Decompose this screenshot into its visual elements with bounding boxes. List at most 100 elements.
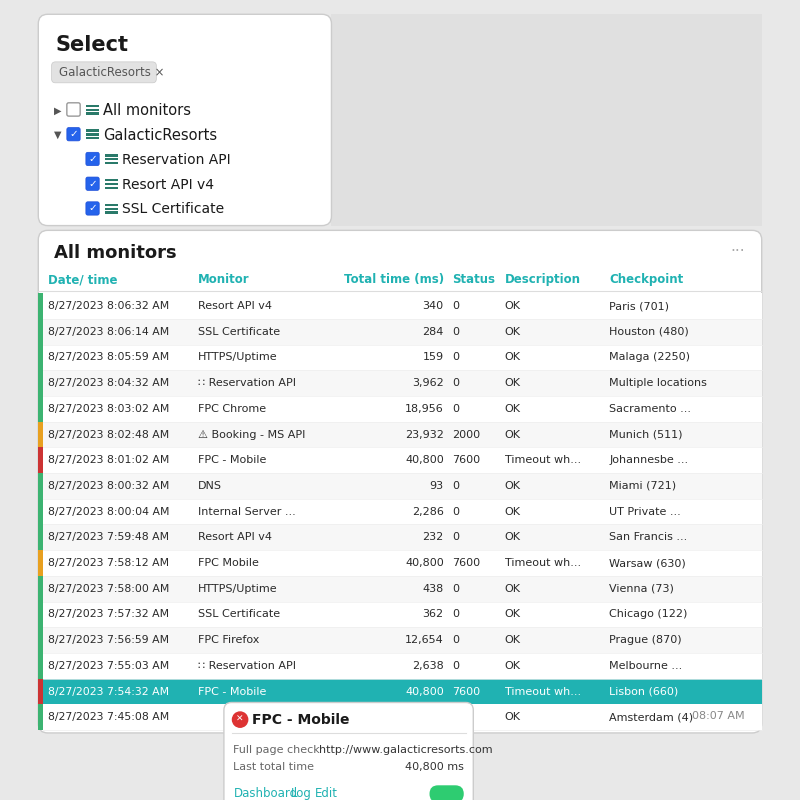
- Bar: [43, 653, 762, 678]
- Text: 8/27/2023 7:56:59 AM: 8/27/2023 7:56:59 AM: [48, 635, 169, 645]
- Text: 0: 0: [452, 378, 459, 388]
- Bar: [105, 204, 118, 206]
- Text: ✓: ✓: [88, 203, 97, 214]
- Bar: [105, 211, 118, 214]
- Text: 18,956: 18,956: [405, 404, 444, 414]
- Text: ⚠ Booking - MS API: ⚠ Booking - MS API: [198, 430, 306, 439]
- Text: Lisbon (660): Lisbon (660): [610, 686, 678, 697]
- Bar: [38, 473, 43, 498]
- FancyBboxPatch shape: [86, 202, 99, 215]
- Bar: [38, 498, 43, 525]
- Bar: [38, 576, 43, 602]
- Bar: [38, 319, 43, 345]
- Text: FPC - Mobile: FPC - Mobile: [253, 713, 350, 726]
- Text: 8/27/2023 7:55:03 AM: 8/27/2023 7:55:03 AM: [48, 661, 169, 671]
- Bar: [38, 704, 43, 730]
- Text: ▶: ▶: [54, 106, 61, 115]
- Text: 8/27/2023 8:05:59 AM: 8/27/2023 8:05:59 AM: [48, 353, 169, 362]
- Text: OK: OK: [505, 712, 521, 722]
- Bar: [43, 525, 762, 550]
- Text: All monitors: All monitors: [103, 103, 191, 118]
- Text: Status: Status: [452, 274, 495, 286]
- Text: 8/27/2023 8:04:32 AM: 8/27/2023 8:04:32 AM: [48, 378, 169, 388]
- Text: 0: 0: [452, 301, 459, 311]
- Text: 0: 0: [452, 610, 459, 619]
- Text: 438: 438: [422, 584, 444, 594]
- Text: 8/27/2023 7:58:00 AM: 8/27/2023 7:58:00 AM: [48, 584, 169, 594]
- Bar: [86, 137, 99, 139]
- Bar: [43, 602, 762, 627]
- Text: Checkpoint: Checkpoint: [610, 274, 684, 286]
- Text: 08:07 AM: 08:07 AM: [692, 711, 745, 721]
- FancyBboxPatch shape: [224, 702, 474, 800]
- Bar: [43, 319, 762, 345]
- Text: 40,800: 40,800: [405, 686, 444, 697]
- Bar: [43, 293, 762, 319]
- Text: 0: 0: [452, 506, 459, 517]
- Circle shape: [233, 712, 248, 727]
- Text: ✕: ✕: [236, 715, 244, 724]
- Bar: [86, 134, 99, 136]
- Text: FPC Firefox: FPC Firefox: [198, 635, 259, 645]
- FancyBboxPatch shape: [38, 230, 762, 733]
- Bar: [43, 627, 762, 653]
- Text: 8/27/2023 8:00:04 AM: 8/27/2023 8:00:04 AM: [48, 506, 170, 517]
- Text: HTTPS/Uptime: HTTPS/Uptime: [198, 584, 278, 594]
- Text: OK: OK: [505, 404, 521, 414]
- Bar: [86, 109, 99, 111]
- Bar: [38, 447, 43, 473]
- Text: Munich (511): Munich (511): [610, 430, 683, 439]
- Bar: [86, 105, 99, 107]
- Text: Amsterdam (4): Amsterdam (4): [610, 712, 694, 722]
- Bar: [86, 130, 99, 132]
- Text: Resort API v4: Resort API v4: [198, 532, 272, 542]
- Bar: [43, 396, 762, 422]
- Text: SSL Certificate: SSL Certificate: [198, 326, 280, 337]
- Bar: [38, 550, 43, 576]
- Text: 0: 0: [452, 532, 459, 542]
- Text: Monitor: Monitor: [198, 274, 250, 286]
- Bar: [105, 182, 118, 185]
- Bar: [43, 473, 762, 498]
- Text: 8/27/2023 7:58:12 AM: 8/27/2023 7:58:12 AM: [48, 558, 169, 568]
- Text: Paris (701): Paris (701): [610, 301, 670, 311]
- Text: ✓: ✓: [88, 178, 97, 189]
- Bar: [105, 207, 118, 210]
- Text: 7600: 7600: [452, 558, 481, 568]
- Text: 8/27/2023 8:01:02 AM: 8/27/2023 8:01:02 AM: [48, 455, 169, 466]
- Text: 7600: 7600: [452, 686, 481, 697]
- Text: 23,932: 23,932: [405, 430, 444, 439]
- Text: http://www.galacticresorts.com: http://www.galacticresorts.com: [319, 745, 493, 755]
- Text: Total time (ms): Total time (ms): [344, 274, 444, 286]
- Text: Chicago (122): Chicago (122): [610, 610, 688, 619]
- Text: 8/27/2023 7:45:08 AM: 8/27/2023 7:45:08 AM: [48, 712, 169, 722]
- Text: 2,638: 2,638: [412, 661, 444, 671]
- Text: Vienna (73): Vienna (73): [610, 584, 674, 594]
- Bar: [105, 154, 118, 157]
- Bar: [38, 396, 43, 422]
- Text: Multiple locations: Multiple locations: [610, 378, 707, 388]
- Bar: [38, 345, 43, 370]
- Bar: [38, 525, 43, 550]
- Text: 40,800: 40,800: [405, 455, 444, 466]
- Text: 40,800 ms: 40,800 ms: [405, 762, 464, 772]
- Text: Full page check: Full page check: [234, 745, 320, 755]
- Bar: [43, 498, 762, 525]
- Text: 8/27/2023 8:03:02 AM: 8/27/2023 8:03:02 AM: [48, 404, 169, 414]
- Circle shape: [447, 786, 462, 800]
- Text: FPC - Mobile: FPC - Mobile: [198, 686, 266, 697]
- Bar: [43, 370, 762, 396]
- Text: GalacticResorts: GalacticResorts: [103, 128, 217, 142]
- Text: FPC Mobile: FPC Mobile: [198, 558, 259, 568]
- Bar: [105, 186, 118, 189]
- Text: OK: OK: [505, 326, 521, 337]
- Text: 0: 0: [452, 326, 459, 337]
- Text: Timeout wh...: Timeout wh...: [505, 455, 581, 466]
- Bar: [105, 162, 118, 164]
- Text: OK: OK: [505, 506, 521, 517]
- Text: 284: 284: [422, 326, 444, 337]
- Bar: [43, 550, 762, 576]
- Text: 8/27/2023 7:54:32 AM: 8/27/2023 7:54:32 AM: [48, 686, 169, 697]
- Text: FPC - Mobile: FPC - Mobile: [198, 455, 266, 466]
- Text: OK: OK: [505, 610, 521, 619]
